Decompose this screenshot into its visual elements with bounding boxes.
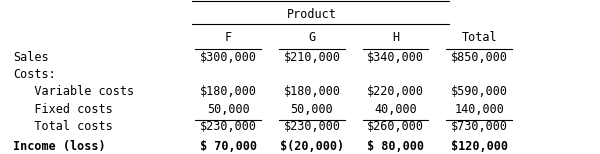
Text: 50,000: 50,000 (290, 103, 334, 116)
Text: $590,000: $590,000 (451, 85, 508, 98)
Text: $340,000: $340,000 (367, 51, 424, 64)
Text: $230,000: $230,000 (200, 120, 257, 133)
Text: $300,000: $300,000 (200, 51, 257, 64)
Text: $180,000: $180,000 (283, 85, 340, 98)
Text: Income (loss): Income (loss) (13, 140, 106, 153)
Text: Total costs: Total costs (13, 120, 113, 133)
Text: $ 80,000: $ 80,000 (367, 140, 424, 153)
Text: Product: Product (287, 8, 337, 21)
Text: Variable costs: Variable costs (13, 85, 134, 98)
Text: F: F (225, 31, 232, 44)
Text: $730,000: $730,000 (451, 120, 508, 133)
Text: 50,000: 50,000 (207, 103, 250, 116)
Text: Fixed costs: Fixed costs (13, 103, 113, 116)
Text: G: G (308, 31, 316, 44)
Text: $230,000: $230,000 (283, 120, 340, 133)
Text: Costs:: Costs: (13, 68, 56, 81)
Text: Sales: Sales (13, 51, 49, 64)
Text: Total: Total (461, 31, 497, 44)
Text: $220,000: $220,000 (367, 85, 424, 98)
Text: $180,000: $180,000 (200, 85, 257, 98)
Text: $(20,000): $(20,000) (280, 140, 344, 153)
Text: 40,000: 40,000 (374, 103, 417, 116)
Text: $120,000: $120,000 (451, 140, 508, 153)
Text: $210,000: $210,000 (283, 51, 340, 64)
Text: $260,000: $260,000 (367, 120, 424, 133)
Text: $ 70,000: $ 70,000 (200, 140, 257, 153)
Text: $850,000: $850,000 (451, 51, 508, 64)
Text: 140,000: 140,000 (454, 103, 504, 116)
Text: H: H (392, 31, 399, 44)
